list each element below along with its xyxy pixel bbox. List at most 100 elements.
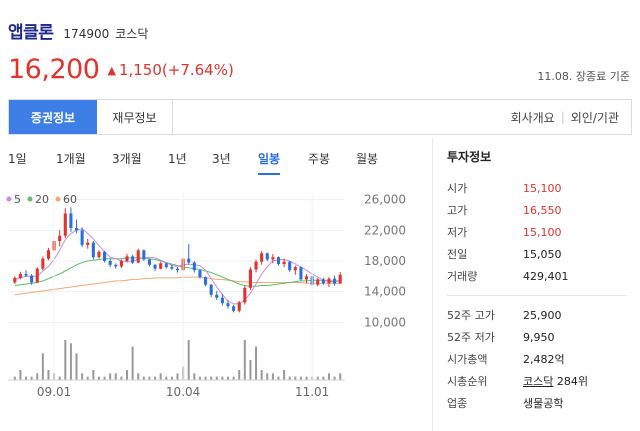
volume-bar — [277, 376, 280, 380]
candle-body — [74, 228, 79, 231]
legend-dot-20 — [27, 196, 33, 202]
market-info-row-2: 시가총액 2,482억 — [447, 348, 637, 370]
period-selector: 1일 1개월 3개월 1년 3년 일봉 주봉 월봉 — [8, 150, 428, 175]
volume-bar — [30, 376, 33, 380]
candle-body — [333, 278, 337, 284]
volume-bar — [142, 376, 145, 380]
volume-bar — [165, 376, 168, 380]
price-info-label: 거래량 — [447, 270, 478, 283]
candle-body — [198, 270, 202, 278]
candle-body — [282, 261, 286, 265]
candle-body — [159, 263, 163, 269]
volume-bar — [126, 370, 129, 380]
period-4[interactable]: 3년 — [212, 152, 231, 166]
volume-bar — [81, 373, 84, 380]
volume-bar — [137, 373, 140, 380]
candle-body — [153, 264, 157, 269]
volume-bar — [333, 376, 336, 380]
candle-body — [316, 279, 320, 285]
period-6[interactable]: 주봉 — [308, 152, 331, 166]
investment-info-panel: 투자정보 시가 15,100 고가 16,550 저가 15,100 전일 15,050 거래량… — [447, 148, 637, 414]
market-info-value: 9,950 — [523, 330, 555, 344]
candle-body — [226, 303, 230, 307]
tab-financial-info[interactable]: 재무정보 — [97, 100, 173, 134]
candle-body — [119, 261, 123, 267]
volume-bar — [187, 340, 190, 380]
candle-body — [164, 263, 168, 268]
stock-header: 앱클론 174900 코스닥 — [8, 18, 148, 43]
volume-bar — [316, 376, 319, 380]
candle-body — [58, 235, 62, 242]
y-tick-label: 14,000 — [364, 285, 406, 299]
y-tick-label: 22,000 — [364, 223, 406, 237]
volume-bar — [25, 376, 28, 380]
candle-body — [125, 256, 129, 261]
x-tick-label: 11.01 — [295, 385, 329, 399]
price-info-value: 15,100 — [523, 225, 562, 239]
volume-bar — [103, 376, 106, 380]
candle-body — [41, 258, 45, 269]
candle-body — [276, 257, 281, 265]
volume-bar — [198, 376, 201, 380]
volume-bar — [58, 376, 61, 380]
volume-bar — [92, 370, 95, 380]
industry-link[interactable]: 생물공학 — [523, 397, 564, 410]
rank-value: 코스닥 284위 — [523, 373, 588, 389]
market-info-row-1: 52주 저가 9,950 — [447, 326, 637, 348]
volume-bar — [283, 370, 286, 380]
volume-bar — [327, 373, 330, 380]
stock-code: 174900 — [63, 27, 110, 41]
legend-dot-60 — [55, 196, 61, 202]
period-7[interactable]: 월봉 — [356, 152, 379, 166]
market-cap-rank-row: 시총순위 코스닥 284위 — [447, 370, 637, 392]
candle-body — [63, 213, 67, 236]
period-3[interactable]: 1년 — [168, 152, 187, 166]
candle-body — [215, 294, 219, 298]
volume-bar — [159, 373, 162, 380]
tab-securities-info[interactable]: 증권정보 — [9, 100, 97, 134]
volume-bar — [176, 373, 179, 380]
y-tick-label: 10,000 — [364, 315, 406, 329]
info-tabbar: 증권정보 재무정보 회사개요 | 외인/기관 — [8, 99, 632, 135]
candle-body — [288, 261, 292, 271]
candle-body — [327, 278, 331, 284]
candle-body — [80, 230, 84, 245]
price-info-value: 16,550 — [523, 203, 562, 217]
volume-bar — [255, 346, 258, 380]
y-tick-label: 26,000 — [364, 193, 406, 207]
link-company-overview[interactable]: 회사개요 — [510, 110, 555, 125]
market-info-value: 2,482억 — [523, 353, 565, 366]
candlestick-chart[interactable]: 26,000 22,000 18,000 14,000 10,000 5 20 60 09.01… — [0, 180, 430, 420]
candle-body — [232, 306, 236, 311]
period-1[interactable]: 1개월 — [56, 152, 86, 166]
volume-bar — [215, 376, 218, 380]
volume-bar — [86, 376, 89, 380]
price-info-row-0: 시가 15,100 — [447, 177, 637, 199]
candle-body — [243, 287, 247, 303]
candle-body — [271, 257, 275, 260]
stock-name[interactable]: 앱클론 — [8, 23, 54, 43]
volume-bar — [148, 376, 151, 380]
rank-number: 284위 — [556, 375, 588, 388]
candle-body — [187, 258, 191, 263]
period-5[interactable]: 일봉 — [258, 150, 281, 175]
price-change: 1,150(+7.64%) — [118, 60, 234, 79]
candle-body — [321, 279, 325, 284]
market-info-label: 52주 저가 — [447, 331, 495, 344]
close-note: 11.08. 장종료 기준 — [537, 70, 630, 83]
candle-body — [175, 268, 180, 271]
candle-body — [131, 256, 135, 263]
price-info-label: 전일 — [447, 248, 468, 261]
rank-market-link[interactable]: 코스닥 — [523, 375, 554, 388]
candle-body — [142, 250, 146, 260]
panel-divider — [432, 138, 433, 431]
up-arrow-icon: ▲ — [107, 64, 116, 77]
period-2[interactable]: 3개월 — [112, 152, 142, 166]
link-foreign-institution[interactable]: 외인/기관 — [570, 110, 619, 125]
volume-bar — [193, 373, 196, 380]
period-0[interactable]: 1일 — [8, 152, 27, 166]
price-info-row-2: 저가 15,100 — [447, 221, 637, 243]
candle-body — [220, 297, 224, 304]
price-info-label: 저가 — [447, 226, 468, 239]
candle-body — [254, 261, 258, 270]
